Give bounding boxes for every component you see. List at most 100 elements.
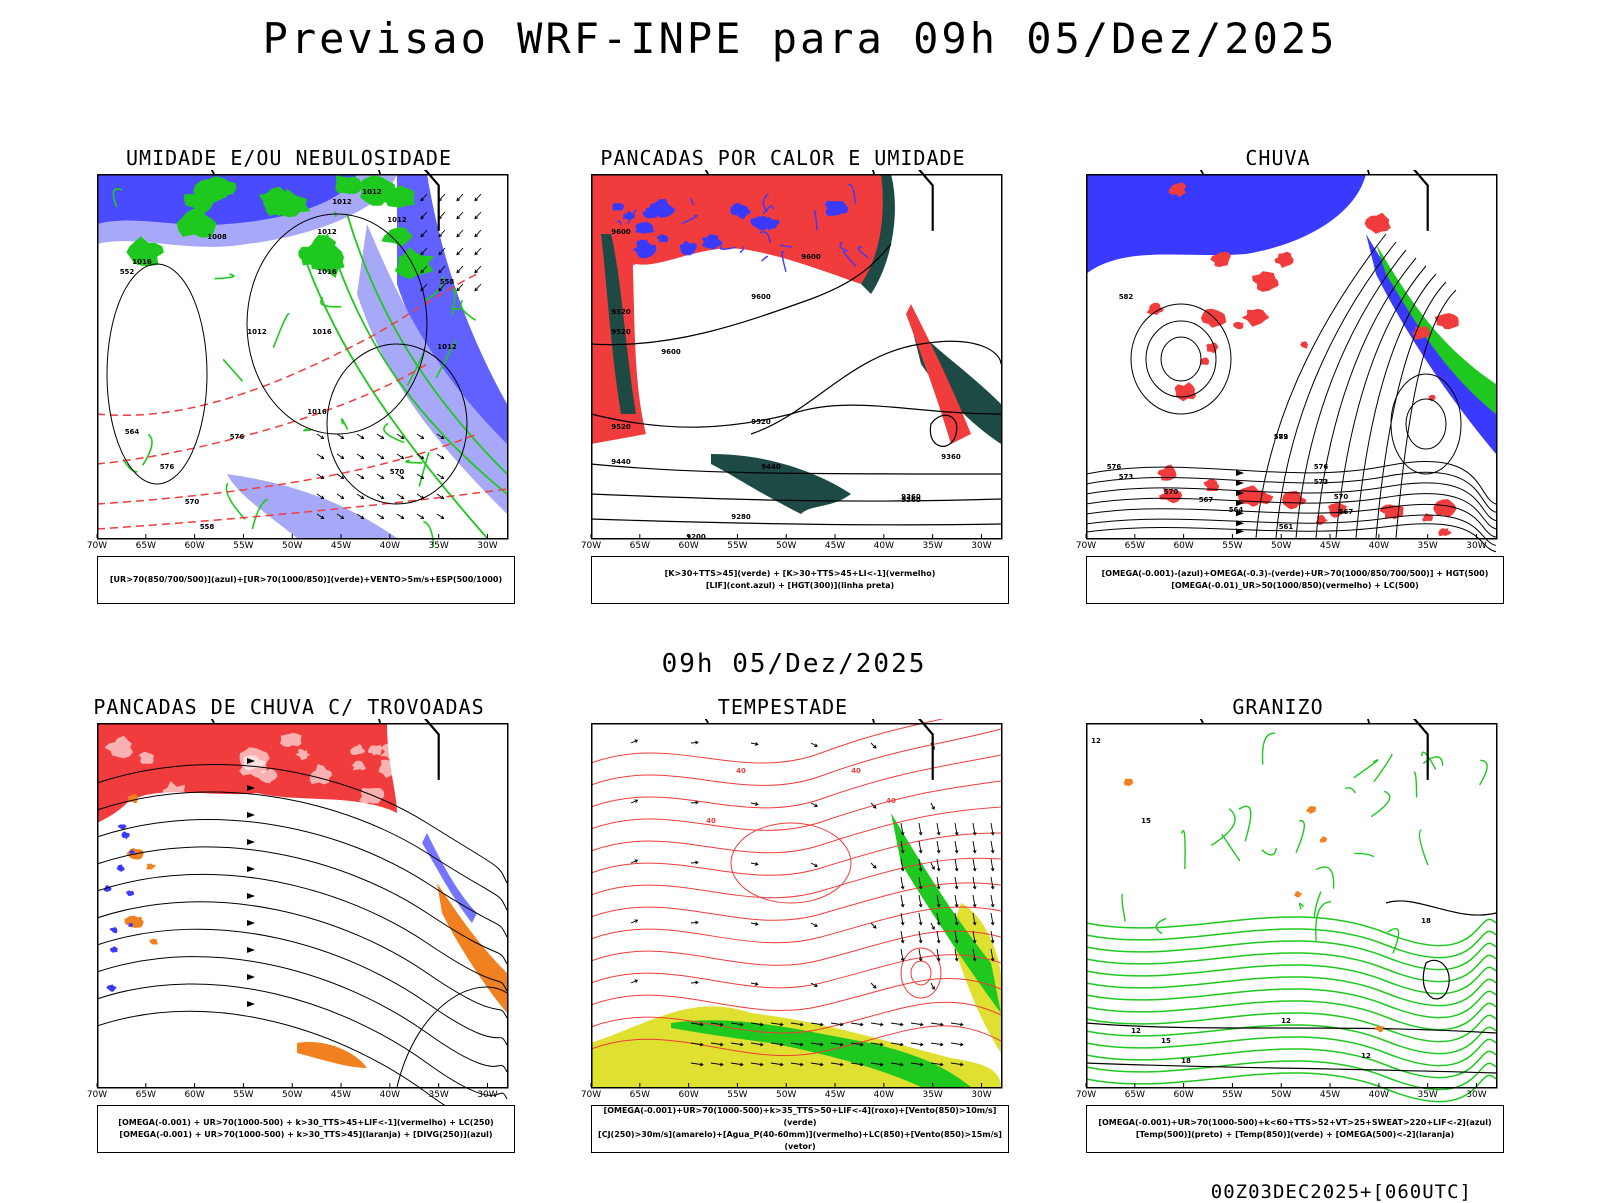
map-frame: [1087, 724, 1497, 1088]
temp850-contour: [1300, 903, 1304, 909]
lon-label: 40W: [380, 541, 400, 551]
contour-label: 570: [390, 468, 405, 476]
lon-label: 70W: [87, 541, 107, 551]
legend-line: [OMEGA(-0.001)+UR>70(1000-500)+k<60+TTS>…: [1098, 1117, 1491, 1129]
contour-label: 570: [1334, 493, 1349, 501]
humidity-contour-green: [406, 460, 422, 463]
lon-label: 65W: [1125, 1090, 1145, 1100]
contour-label: 564: [125, 428, 140, 436]
contour-label: 1012: [247, 328, 267, 336]
legend-line: [OMEGA(-0.001)+UR>70(1000-500)+k>35_TTS>…: [592, 1105, 1008, 1129]
contour-label: 12: [1281, 1017, 1291, 1025]
divergence-blob: [121, 831, 130, 839]
wind-vector: [475, 212, 481, 219]
map-tempestade: 4040404012S15S18S21S24S27S30S33S36S39S42…: [563, 719, 1011, 1105]
contour-label: 9440: [611, 458, 631, 466]
storm-orange-blob: [146, 863, 155, 870]
contour-label: 18: [1421, 917, 1431, 925]
rain-red-blob: [1365, 213, 1391, 234]
legend-line: [OMEGA(-0.001)-(azul)+OMEGA(-0.3)-(verde…: [1102, 568, 1489, 580]
panel-legend: [UR>70(850/700/500)](azul)+[UR>70(1000/8…: [97, 556, 515, 604]
streamline-850: [591, 807, 1001, 853]
contour-label: 576: [230, 433, 245, 441]
streamline-arrow: [247, 839, 255, 845]
rain-red-blob: [1147, 303, 1164, 315]
contour-label: 9520: [751, 418, 771, 426]
temp850-contour: [1182, 831, 1186, 869]
contour-label: 9600: [751, 293, 771, 301]
contour-label: 1012: [317, 228, 337, 236]
rain-red-blob: [1201, 309, 1226, 328]
contour-label: 558: [200, 523, 215, 531]
hgt300-contour: [591, 519, 1001, 525]
political-border: [684, 170, 754, 174]
lon-label: 70W: [581, 1090, 601, 1100]
contour-label: 1012: [362, 188, 382, 196]
contour-label: 9360: [901, 493, 921, 501]
contour-label: 9440: [761, 463, 781, 471]
panel-legend: [OMEGA(-0.001)+UR>70(1000-500)+k<60+TTS>…: [1086, 1105, 1504, 1153]
contour-label: 561: [1279, 523, 1294, 531]
lif-contour-blob: [612, 203, 624, 211]
lon-label: 40W: [1369, 1090, 1389, 1100]
precip-water: [731, 823, 851, 903]
panel-legend: [OMEGA(-0.001)+UR>70(1000-500)+k>35_TTS>…: [591, 1105, 1009, 1153]
lon-label: 30W: [971, 1090, 991, 1100]
lon-label: 65W: [136, 541, 156, 551]
wind-vector: [457, 248, 463, 255]
contour-label: 40: [886, 797, 896, 805]
humidity-contour-green: [215, 274, 234, 278]
lon-label: 70W: [581, 541, 601, 551]
lon-label: 40W: [874, 541, 894, 551]
temp850-contour: [1239, 806, 1251, 841]
contour-label: 576: [1107, 463, 1122, 471]
contour-label: 1012: [437, 343, 457, 351]
contour-label: 558: [440, 278, 455, 286]
map-layer: 4040404012S15S18S21S24S27S30S33S36S39S42…: [570, 719, 1002, 1100]
political-border: [684, 719, 754, 723]
lon-label: 55W: [727, 1090, 747, 1100]
temp850-contour: [1156, 918, 1166, 933]
lon-label: 55W: [1222, 541, 1242, 551]
rain-red-blob: [1433, 499, 1457, 517]
wind-vector: [475, 230, 481, 237]
map-layer: 9600960096009520952096009520952094409440…: [570, 170, 1002, 551]
wind-vector: [439, 194, 445, 201]
lon-label: 30W: [477, 1090, 497, 1100]
wind-vector: [475, 248, 481, 255]
lon-label: 60W: [1173, 541, 1193, 551]
page-title: Previsao WRF-INPE para 09h 05/Dez/2025: [0, 14, 1600, 63]
divergence-blob: [110, 946, 118, 952]
streamline-arrow: [247, 866, 255, 872]
forecast-time-label: 09h 05/Dez/2025: [0, 649, 1600, 679]
lon-label: 40W: [1369, 541, 1389, 551]
map-pancadas-calor: 9600960096009520952096009520952094409440…: [563, 170, 1011, 556]
rain-red-blob: [1175, 382, 1197, 401]
panel-title: GRANIZO: [1048, 695, 1508, 719]
streamline-850: [901, 948, 941, 998]
streamline-arrow: [247, 947, 255, 953]
map-layer: 121518121512181212S15S18S21S24S27S30S33S…: [1065, 719, 1497, 1102]
legend-line: [K>30+TTS>45](verde) + [K>30+TTS>45+LI<-…: [665, 568, 936, 580]
contour-label: 9200: [686, 533, 706, 541]
rain-red-blob: [1206, 342, 1218, 353]
legend-line: [OMEGA(-0.001) + UR>70(1000-500) + k>30_…: [119, 1129, 492, 1141]
divergence-blob: [110, 927, 118, 933]
lon-label: 55W: [233, 541, 253, 551]
lon-label: 45W: [1320, 1090, 1340, 1100]
instability-red: [591, 174, 892, 304]
contour-label: 9520: [611, 328, 631, 336]
temp500-contour: [1386, 901, 1496, 915]
omega-orange-blob: [1123, 779, 1133, 786]
political-border: [1359, 719, 1369, 723]
political-border: [1179, 719, 1249, 723]
isobar: [107, 264, 207, 484]
contour-label: 40: [736, 767, 746, 775]
map-granizo: 121518121512181212S15S18S21S24S27S30S33S…: [1058, 719, 1506, 1105]
streamline-arrow: [247, 1001, 255, 1007]
contour-label: 570: [185, 498, 200, 506]
lon-label: 65W: [1125, 541, 1145, 551]
